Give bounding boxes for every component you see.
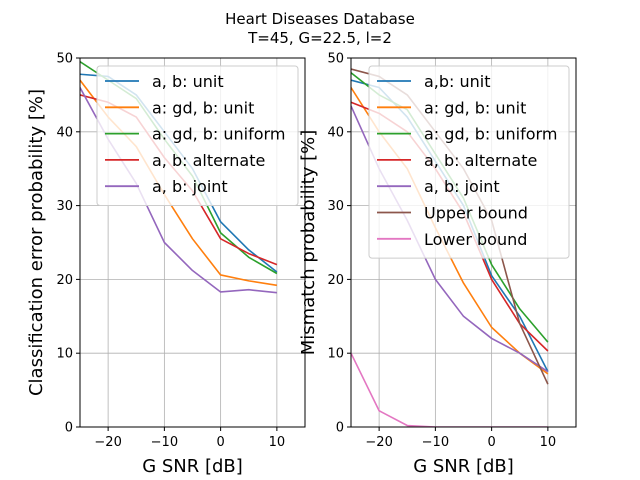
- x-tick-label: −10: [422, 435, 449, 450]
- y-axis-label: Mismatch probability [%]: [298, 130, 319, 355]
- y-tick-label: 10: [327, 347, 344, 362]
- legend-box: [96, 65, 299, 206]
- x-axis-label: G SNR [dB]: [413, 456, 514, 477]
- x-tick-label: −20: [94, 435, 121, 450]
- mismatch-probability-chart: −20 −10 0 10 0 10 20 30 40 50 G SNR [dB] Mismatch p…: [298, 52, 577, 477]
- legend-entry: a,b: unit: [424, 72, 491, 91]
- y-tick-label: 20: [56, 273, 73, 288]
- x-tick-label: −20: [365, 435, 392, 450]
- legend-entry: a, b: alternate: [152, 151, 265, 170]
- legend-entry: a: gd, b: unit: [424, 98, 526, 117]
- x-tick-label: 0: [216, 435, 224, 450]
- y-tick-label: 50: [56, 52, 73, 67]
- figure-title-line2: T=45, G=22.5, l=2: [247, 29, 392, 47]
- legend-box: [368, 65, 570, 259]
- legend-entry: Upper bound: [424, 204, 528, 223]
- plot-frame: [350, 57, 577, 428]
- y-tick-label: 30: [56, 199, 73, 214]
- y-tick-label: 40: [327, 125, 344, 140]
- y-tick-label: 30: [327, 199, 344, 214]
- x-tick-label: 10: [269, 435, 286, 450]
- legend-entry: a, b: joint: [424, 177, 500, 196]
- x-axis-label: G SNR [dB]: [142, 456, 243, 477]
- classification-error-chart: −20 −10 0 10 0 10 20 30 40 50 G SNR [dB] Classifica…: [26, 52, 306, 477]
- legend-entry: a: gd, b: uniform: [152, 125, 285, 144]
- legend: a,b: unit a: gd, b: unit a: gd, b: uniform…: [368, 65, 570, 259]
- legend-entry: a: gd, b: uniform: [424, 125, 557, 144]
- legend-entry: Lower bound: [424, 230, 527, 249]
- legend-entry: a, b: alternate: [424, 151, 537, 170]
- legend-entry: a, b: unit: [152, 72, 224, 91]
- legend-entry: a, b: joint: [152, 177, 228, 196]
- legend: a, b: unit a: gd, b: unit a: gd, b: unifor…: [96, 65, 299, 206]
- x-tick-label: 0: [487, 435, 495, 450]
- y-tick-label: 20: [327, 273, 344, 288]
- y-tick-label: 50: [327, 52, 344, 67]
- y-tick-label: 0: [65, 421, 73, 436]
- series-line: [351, 352, 548, 427]
- y-tick-label: 40: [56, 125, 73, 140]
- x-tick-label: −10: [151, 435, 178, 450]
- figure-title-line1: Heart Diseases Database: [225, 10, 415, 28]
- x-tick-label: 10: [540, 435, 557, 450]
- plot-frame: [79, 57, 306, 428]
- y-tick-label: 10: [56, 347, 73, 362]
- y-axis-label: Classification error probability [%]: [26, 89, 47, 396]
- legend-entry: a: gd, b: unit: [152, 98, 254, 117]
- y-tick-label: 0: [336, 421, 344, 436]
